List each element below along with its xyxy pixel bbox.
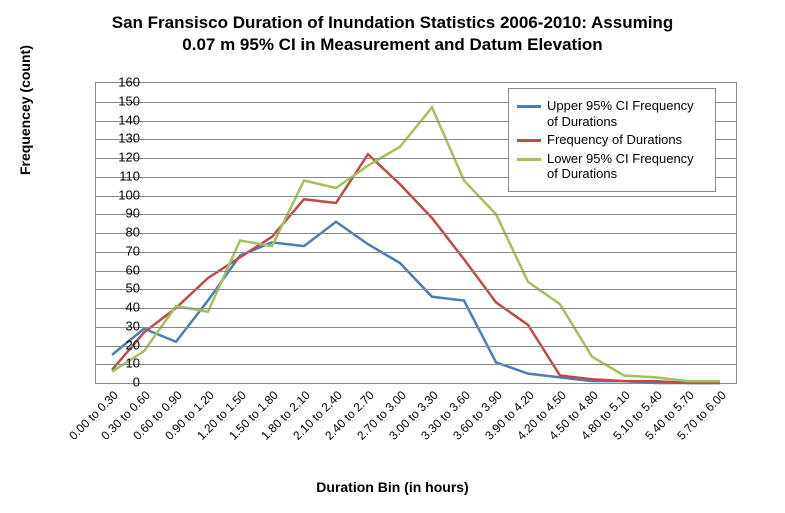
gridline-h xyxy=(96,364,736,365)
plot-area: Upper 95% CI Frequency of Durations Frequ… xyxy=(95,82,737,384)
legend-label: Lower 95% CI Frequency of Durations xyxy=(547,151,707,182)
legend: Upper 95% CI Frequency of Durations Frequ… xyxy=(508,88,716,192)
chart-title: San Fransisco Duration of Inundation Sta… xyxy=(0,0,785,56)
legend-swatch xyxy=(517,105,541,108)
legend-swatch xyxy=(517,158,541,161)
y-tick-label: 10 xyxy=(105,356,140,371)
y-tick-label: 20 xyxy=(105,337,140,352)
gridline-h xyxy=(96,233,736,234)
gridline-h xyxy=(96,214,736,215)
series-line xyxy=(112,222,720,383)
gridline-h xyxy=(96,327,736,328)
title-line-2: 0.07 m 95% CI in Measurement and Datum E… xyxy=(182,35,602,54)
chart-container: San Fransisco Duration of Inundation Sta… xyxy=(0,0,785,513)
gridline-h xyxy=(96,196,736,197)
gridline-h xyxy=(96,289,736,290)
x-axis-label: Duration Bin (in hours) xyxy=(0,479,785,495)
y-tick-label: 50 xyxy=(105,281,140,296)
gridline-h xyxy=(96,252,736,253)
y-tick-label: 30 xyxy=(105,318,140,333)
y-tick-label: 40 xyxy=(105,300,140,315)
legend-label: Upper 95% CI Frequency of Durations xyxy=(547,98,707,129)
y-tick-label: 110 xyxy=(105,168,140,183)
legend-item: Upper 95% CI Frequency of Durations xyxy=(517,98,707,129)
y-tick-label: 120 xyxy=(105,150,140,165)
y-tick-label: 140 xyxy=(105,112,140,127)
y-tick-label: 80 xyxy=(105,225,140,240)
y-tick-label: 70 xyxy=(105,243,140,258)
legend-label: Frequency of Durations xyxy=(547,132,682,148)
y-tick-label: 130 xyxy=(105,131,140,146)
legend-swatch xyxy=(517,139,541,142)
y-tick-label: 160 xyxy=(105,75,140,90)
y-tick-label: 90 xyxy=(105,206,140,221)
legend-item: Frequency of Durations xyxy=(517,132,707,148)
legend-item: Lower 95% CI Frequency of Durations xyxy=(517,151,707,182)
y-tick-label: 60 xyxy=(105,262,140,277)
title-line-1: San Fransisco Duration of Inundation Sta… xyxy=(112,13,673,32)
gridline-h xyxy=(96,308,736,309)
y-tick-label: 100 xyxy=(105,187,140,202)
y-axis-label: Frequencey (count) xyxy=(17,45,33,175)
y-tick-label: 150 xyxy=(105,93,140,108)
gridline-h xyxy=(96,271,736,272)
gridline-h xyxy=(96,346,736,347)
